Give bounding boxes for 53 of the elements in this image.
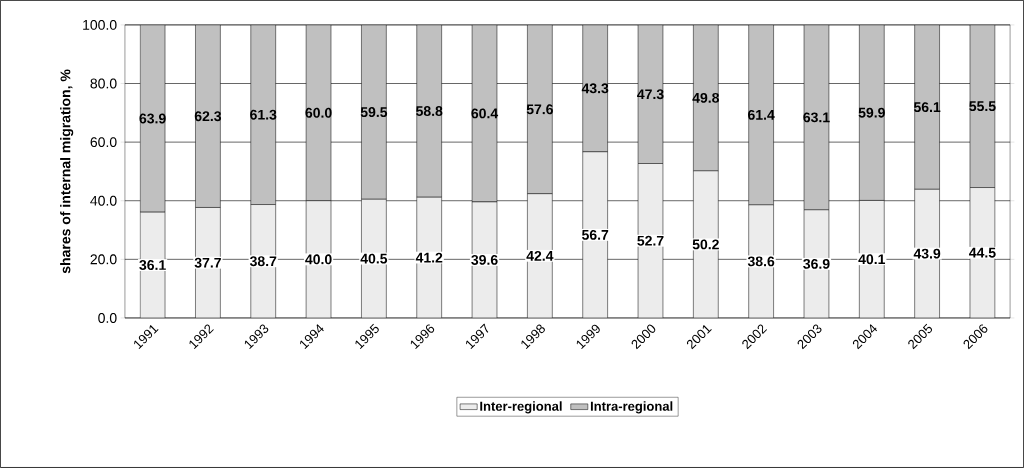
bar (361, 24, 387, 200)
data-label: 59.5 (360, 107, 388, 118)
data-label: 38.6 (747, 256, 775, 267)
data-label: 58.8 (416, 106, 443, 117)
y-tick-label: 40.0 (90, 195, 117, 206)
y-tick-label: 0.0 (98, 313, 117, 323)
y-axis-title: shares of internal migration, % (60, 69, 74, 274)
data-label: 50.2 (692, 239, 719, 250)
legend-label: Intra-regional (590, 401, 673, 414)
data-label: 41.2 (415, 252, 443, 263)
bar (195, 24, 221, 208)
data-label: 60.0 (305, 107, 332, 118)
data-label: 62.3 (194, 111, 222, 122)
bar (748, 24, 774, 206)
data-label: 36.9 (803, 258, 830, 269)
bar (803, 24, 830, 211)
y-tick-label: 100.0 (83, 19, 117, 30)
bar (859, 24, 885, 201)
bar (582, 24, 608, 153)
y-tick-label: 20.0 (90, 254, 117, 265)
data-label: 40.0 (305, 254, 332, 265)
data-label: 47.3 (637, 89, 664, 100)
bar (250, 24, 276, 205)
data-label: 60.4 (471, 108, 499, 119)
data-label: 42.4 (526, 250, 554, 261)
data-label: 63.9 (139, 113, 166, 124)
bar (139, 24, 166, 213)
data-label: 61.3 (250, 109, 277, 120)
data-label: 59.9 (858, 107, 885, 118)
data-label: 57.6 (526, 104, 553, 115)
data-label: 37.7 (194, 257, 221, 268)
data-label: 55.5 (969, 101, 996, 112)
data-label: 40.1 (858, 254, 886, 265)
data-label: 49.8 (692, 92, 720, 103)
bar (693, 24, 719, 172)
data-label: 52.7 (637, 235, 664, 246)
data-label: 56.7 (581, 229, 609, 240)
data-label: 36.1 (139, 260, 166, 271)
data-label: 44.5 (969, 247, 996, 258)
bar (416, 24, 442, 198)
bar (914, 24, 940, 190)
y-tick-label: 60.0 (90, 137, 117, 148)
data-label: 61.4 (748, 109, 775, 120)
bar (527, 24, 553, 195)
legend-label: Inter-regional (480, 401, 562, 414)
data-label: 43.3 (581, 83, 609, 94)
y-tick-label: 80.0 (90, 78, 117, 89)
data-label: 38.7 (249, 256, 277, 267)
data-label: 40.5 (360, 253, 388, 264)
data-label: 43.9 (913, 248, 941, 259)
data-label: 56.1 (913, 102, 941, 113)
data-label: 63.1 (803, 112, 830, 123)
data-label: 39.6 (471, 255, 498, 265)
